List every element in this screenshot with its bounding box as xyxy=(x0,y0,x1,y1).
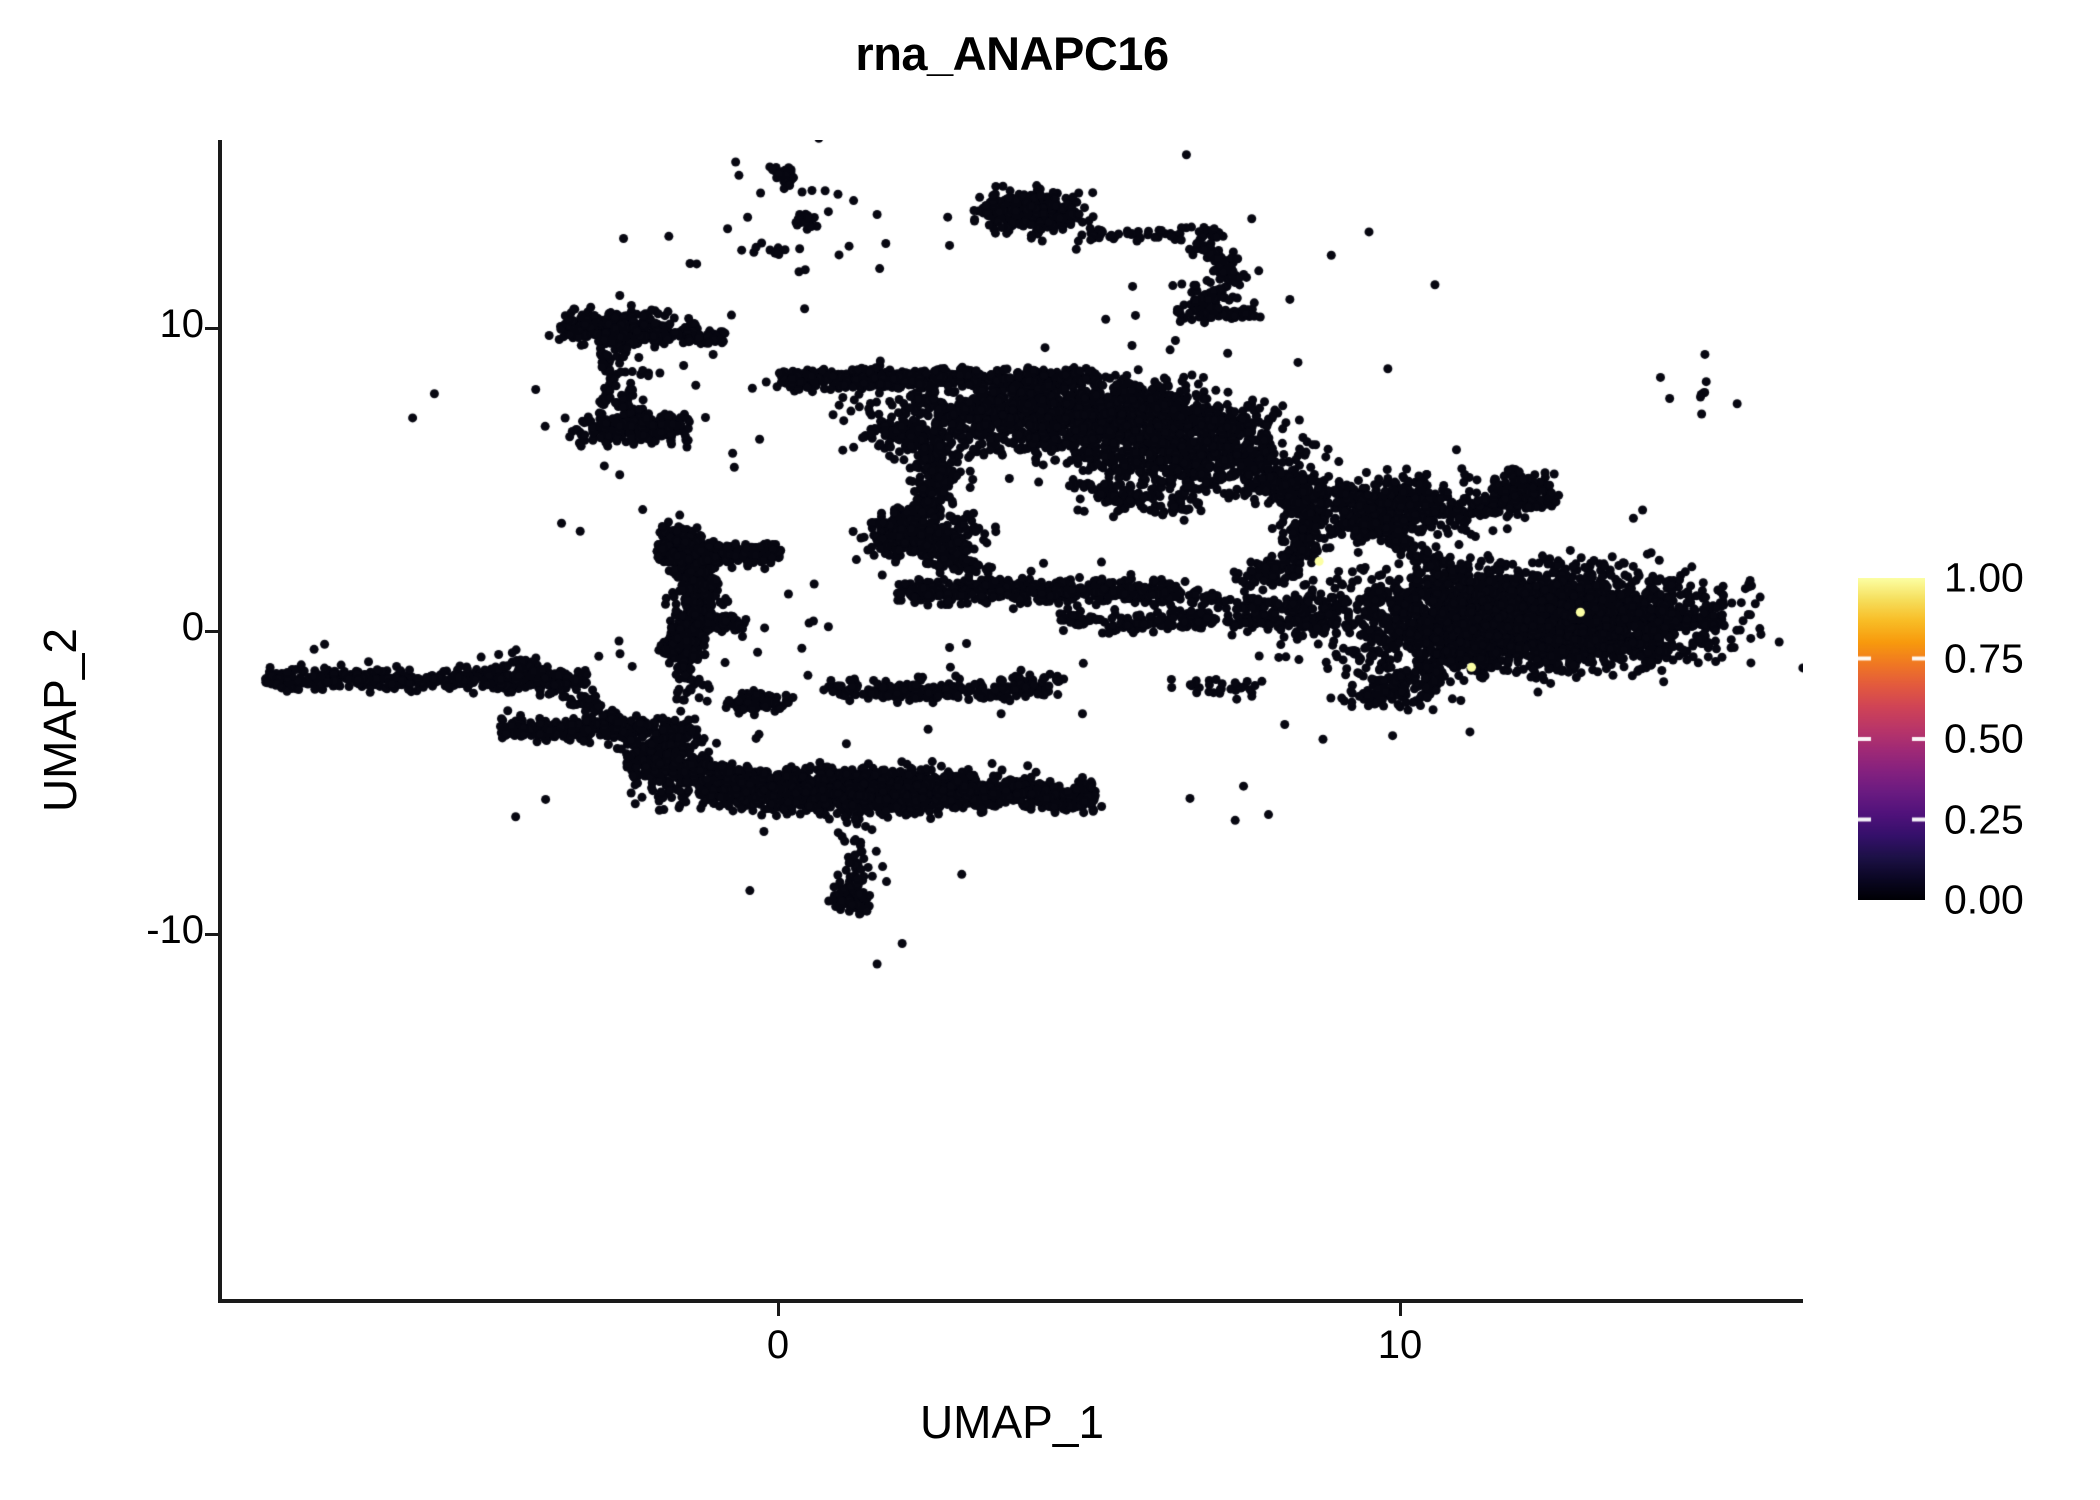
x-axis-line xyxy=(218,1299,1803,1303)
y-tick-mark xyxy=(205,630,218,633)
y-tick-mark xyxy=(205,327,218,330)
x-tick-label: 10 xyxy=(1377,1323,1423,1367)
colorbar-label: 1.00 xyxy=(1944,554,2024,601)
colorbar-label: 0.75 xyxy=(1944,635,2024,681)
colorbar-label: 0.00 xyxy=(1944,876,2024,923)
x-axis-title: UMAP_1 xyxy=(919,1396,1105,1448)
y-tick-label: -10 xyxy=(146,908,204,952)
x-tick-mark xyxy=(1399,1303,1402,1316)
page-title: rna_ANAPC16 xyxy=(855,27,1169,80)
x-tick-mark xyxy=(777,1303,780,1316)
colorbar-label: 0.25 xyxy=(1944,796,2024,842)
scatter-plot-canvas xyxy=(221,140,1803,1300)
y-tick-label: 10 xyxy=(159,302,205,346)
y-axis-title: UMAP_2 xyxy=(34,627,86,813)
x-tick-label: 0 xyxy=(766,1323,790,1367)
colorbar-label: 0.50 xyxy=(1944,715,2024,762)
y-tick-mark xyxy=(205,933,218,936)
colorbar-gradient xyxy=(1858,578,1925,900)
y-tick-label: 0 xyxy=(181,605,204,649)
y-axis-line xyxy=(218,140,222,1303)
plot-panel xyxy=(221,140,1803,1300)
